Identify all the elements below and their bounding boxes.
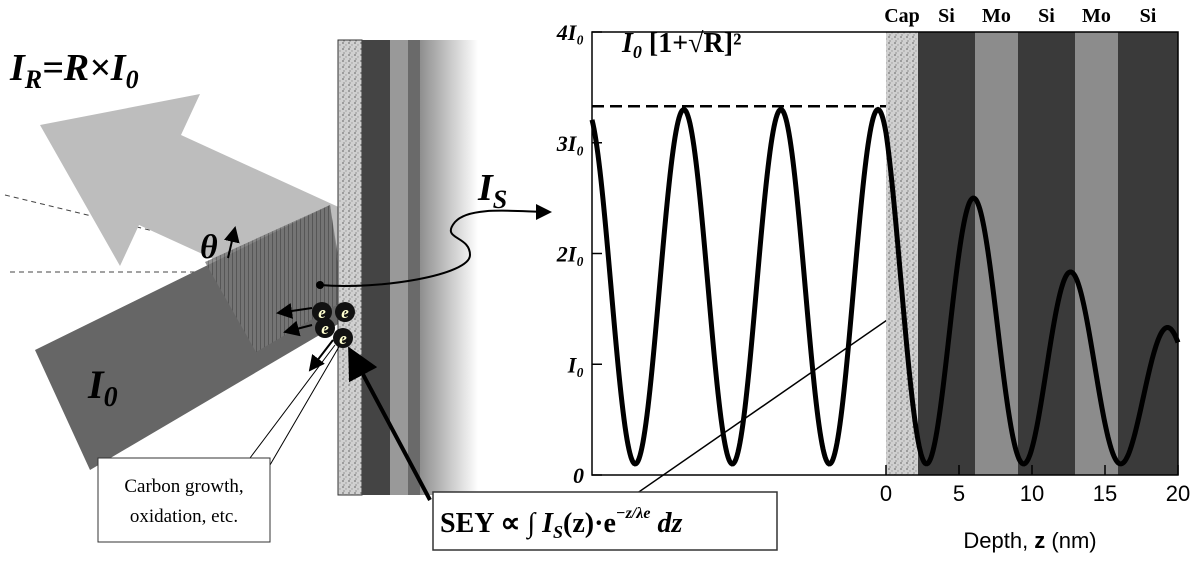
cap-layer: [337, 39, 363, 496]
layer-band: [1075, 32, 1118, 475]
angle-arrow: [224, 226, 240, 259]
electron-path: [308, 339, 334, 372]
sey-pointer: [619, 317, 891, 506]
x-tick-label: 20: [1166, 481, 1190, 506]
origin-dot: [316, 281, 324, 289]
x-axis-title: Depth, z (nm): [963, 528, 1096, 553]
layer-band: [975, 32, 1018, 475]
reflected-label: IR=R×I0: [9, 47, 139, 94]
x-tick-label: 10: [1020, 481, 1044, 506]
layer-label: Si: [938, 5, 955, 27]
x-tick-label: 15: [1093, 481, 1117, 506]
si-layer: [408, 40, 420, 495]
sey-formula: SEY ∝ ∫ IS(z)·e−z/λe dz: [440, 505, 682, 542]
y-tick-label: I₀: [567, 352, 584, 377]
electron-path: [283, 320, 313, 337]
standing-wave-label: IS: [477, 167, 507, 214]
note-line: Carbon growth,: [124, 476, 243, 497]
layer-band: [918, 32, 975, 475]
standing-wave-curve: [589, 106, 1181, 467]
max-label: I0 [1+√R]²: [621, 28, 742, 62]
sey-arrow: [348, 346, 432, 501]
electrons: e e e e: [312, 302, 355, 348]
electron-label: e: [321, 319, 329, 338]
incident-label: I0: [87, 362, 118, 413]
pointer: [249, 344, 336, 459]
formula-box: [432, 491, 778, 551]
note-line: oxidation, etc.: [130, 506, 238, 527]
x-tick-label: 5: [953, 481, 965, 506]
layer-label: Cap: [884, 5, 920, 27]
y-tick-label: 2I₀: [556, 242, 584, 267]
wave-arrow: [319, 203, 552, 287]
y-tick-label: 4I₀: [556, 20, 584, 45]
angle-label: θ: [200, 229, 218, 266]
electron-label: e: [339, 329, 347, 348]
layer-label: Mo: [1082, 5, 1111, 27]
mo-layer: [390, 40, 408, 495]
overlap-region: [205, 205, 345, 352]
electron-label: e: [318, 303, 326, 322]
layer-band: [1118, 32, 1178, 475]
y-tick-label: 0: [573, 463, 584, 488]
layer-label: Mo: [982, 5, 1011, 27]
pointer: [269, 344, 341, 466]
layer-band: [1018, 32, 1075, 475]
electron-label: e: [341, 303, 349, 322]
x-tick-label: 0: [880, 481, 892, 506]
si-layer: [362, 40, 390, 495]
y-tick-label: 3I₀: [556, 131, 584, 156]
electron-path: [276, 303, 313, 319]
layer-label: Si: [1140, 5, 1157, 27]
note-box: [97, 457, 271, 543]
plot: Cap Si Mo Si Mo Si 0 I₀ 2I₀ 3I₀ 4I₀ 0 5 10 15 20: [556, 5, 1190, 506]
layer-label: Si: [1038, 5, 1055, 27]
